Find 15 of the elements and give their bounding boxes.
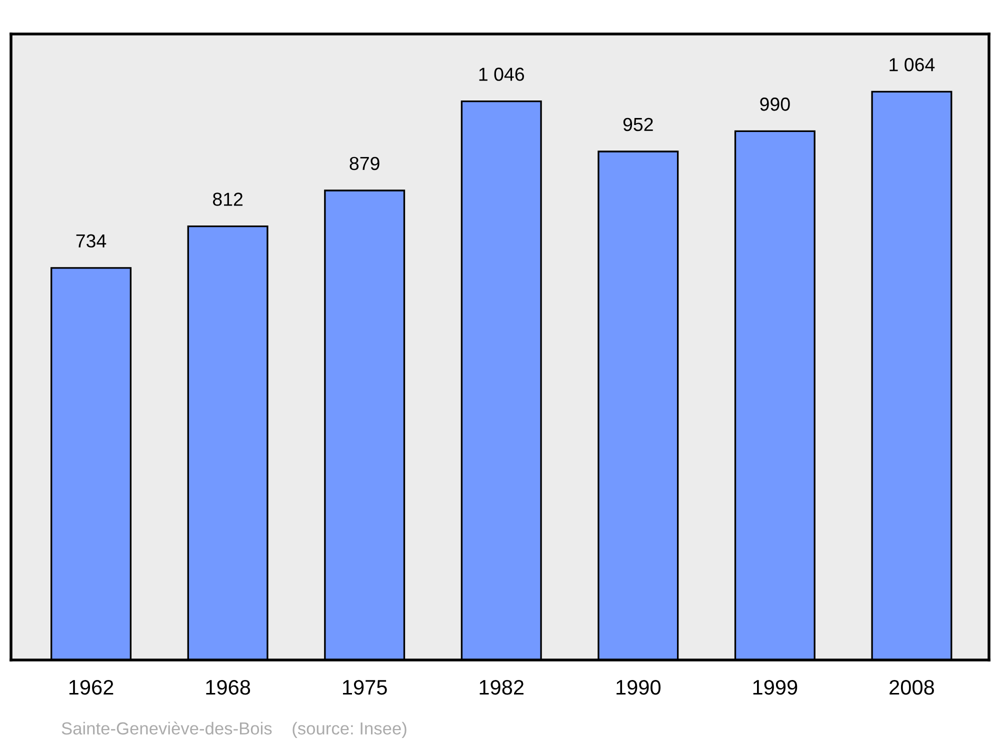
data-label: 879 (350, 156, 380, 170)
data-label: 1 046 (479, 68, 524, 81)
x-tick-label: 1962 (69, 680, 114, 695)
data-label: 952 (623, 118, 653, 132)
x-tick-label: 1990 (616, 680, 661, 695)
data-label: 1 064 (890, 58, 935, 72)
x-tick-label: 1982 (480, 680, 524, 695)
text: Sainte-Geneviève-des-Bois (source: Insee) (62, 722, 406, 738)
data-label: 734 (76, 234, 106, 248)
x-tick-label: 2008 (890, 680, 934, 695)
x-tick-label: 1968 (206, 680, 250, 695)
x-tick-label: 1975 (343, 680, 387, 695)
x-tick-label: 1999 (753, 680, 798, 695)
data-label: 990 (760, 98, 790, 111)
data-label: 812 (212, 192, 243, 206)
